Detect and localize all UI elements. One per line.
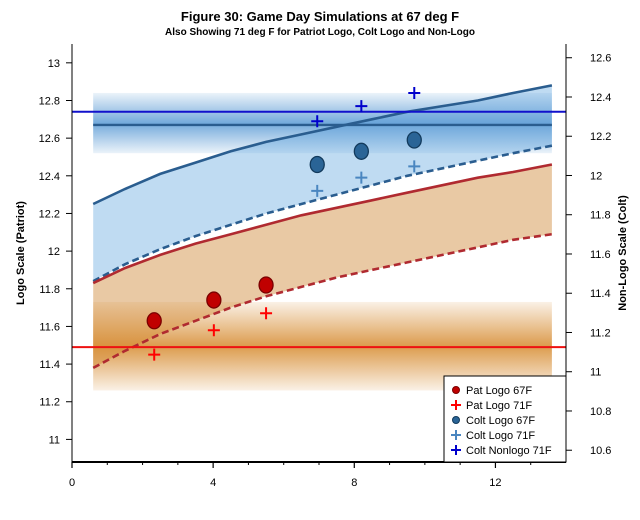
chart-title: Figure 30: Game Day Simulations at 67 de… bbox=[181, 9, 459, 24]
y-left-tick-label: 12.4 bbox=[39, 171, 60, 183]
y-left-tick-label: 12.6 bbox=[39, 133, 60, 145]
series-1-point-2 bbox=[260, 307, 273, 320]
y-left-tick-label: 11.6 bbox=[39, 321, 60, 333]
y-left-tick-label: 13 bbox=[48, 58, 60, 70]
legend-label: Pat Logo 71F bbox=[466, 400, 532, 412]
y-left-tick-label: 11 bbox=[49, 434, 60, 446]
colt-upper-solid bbox=[92, 84, 553, 206]
series-0 bbox=[146, 276, 274, 330]
x-tick-label: 12 bbox=[489, 477, 501, 489]
pat-fan-area bbox=[93, 164, 552, 368]
y-axis-left-label: Logo Scale (Patriot) bbox=[15, 201, 27, 305]
y-right-tick-label: 12.2 bbox=[590, 131, 611, 143]
pat-upper-solid bbox=[92, 163, 553, 285]
plot-area bbox=[72, 84, 566, 391]
legend-item: Colt Logo 67F bbox=[452, 415, 535, 427]
legend-item: Colt Nonlogo 71F bbox=[451, 445, 552, 457]
series-4-point-1 bbox=[355, 100, 368, 113]
legend-marker bbox=[452, 416, 460, 424]
legend-marker bbox=[452, 386, 460, 394]
series-2 bbox=[309, 131, 422, 174]
series-1-point-1 bbox=[207, 324, 220, 337]
legend-item: Colt Logo 71F bbox=[451, 430, 535, 442]
series-4-point-0 bbox=[311, 115, 324, 128]
pat-lower-dashed bbox=[92, 232, 553, 370]
series-4-point-2 bbox=[408, 86, 421, 99]
x-tick-label: 4 bbox=[210, 477, 216, 489]
legend-box bbox=[443, 375, 567, 463]
y-left-tick-label: 11.4 bbox=[39, 359, 60, 371]
y-right-tick-label: 11.2 bbox=[590, 327, 611, 339]
y-left-tick-label: 11.8 bbox=[39, 284, 60, 296]
series-0-point-1 bbox=[206, 291, 222, 309]
colt-band bbox=[93, 92, 552, 154]
series-0-point-2 bbox=[258, 276, 274, 294]
series-4 bbox=[311, 86, 421, 128]
y-left-tick-label: 12.8 bbox=[39, 95, 60, 107]
series-3-point-0 bbox=[311, 184, 324, 197]
legend-marker bbox=[451, 400, 461, 410]
y-right-tick-label: 11.4 bbox=[590, 288, 611, 300]
y-right-tick-label: 10.8 bbox=[590, 406, 611, 418]
x-tick-label: 0 bbox=[69, 477, 75, 489]
series-2-point-1 bbox=[353, 142, 369, 160]
legend-item: Pat Logo 67F bbox=[452, 385, 532, 397]
legend-marker bbox=[451, 430, 461, 440]
y-right-tick-label: 12.6 bbox=[590, 53, 611, 65]
y-axis-right-label: Non-Logo Scale (Colt) bbox=[617, 195, 629, 311]
y-right-tick-label: 12 bbox=[590, 170, 602, 182]
legend-marker bbox=[451, 445, 461, 455]
y-right-tick-label: 11.6 bbox=[590, 249, 611, 261]
y-right-tick-label: 11 bbox=[590, 367, 601, 379]
series-3 bbox=[311, 160, 421, 197]
y-right-tick-label: 10.6 bbox=[590, 445, 611, 457]
x-tick-label: 8 bbox=[351, 477, 357, 489]
legend-label: Colt Nonlogo 71F bbox=[466, 445, 552, 457]
series-2-point-2 bbox=[406, 131, 422, 149]
chart-subtitle: Also Showing 71 deg F for Patriot Logo, … bbox=[165, 27, 475, 38]
series-3-point-1 bbox=[355, 171, 368, 184]
series-1 bbox=[148, 307, 273, 361]
series-3-point-2 bbox=[408, 160, 421, 173]
legend-label: Colt Logo 71F bbox=[466, 430, 535, 442]
y-left-tick-label: 12.2 bbox=[39, 208, 60, 220]
y-right-tick-label: 11.8 bbox=[590, 210, 611, 222]
legend-item: Pat Logo 71F bbox=[451, 400, 532, 412]
legend-label: Colt Logo 67F bbox=[466, 415, 535, 427]
y-left-tick-label: 11.2 bbox=[39, 397, 60, 409]
colt-lower-dashed bbox=[92, 144, 553, 283]
series-1-point-0 bbox=[148, 348, 161, 361]
series-2-point-0 bbox=[309, 155, 325, 174]
legend: Pat Logo 67F Pat Logo 71F Colt Logo 67F Col… bbox=[443, 375, 567, 463]
legend-label: Pat Logo 67F bbox=[466, 385, 532, 397]
y-right-tick-label: 12.4 bbox=[590, 92, 611, 104]
y-left-tick-label: 12 bbox=[48, 246, 60, 258]
series-0-point-0 bbox=[146, 312, 162, 330]
